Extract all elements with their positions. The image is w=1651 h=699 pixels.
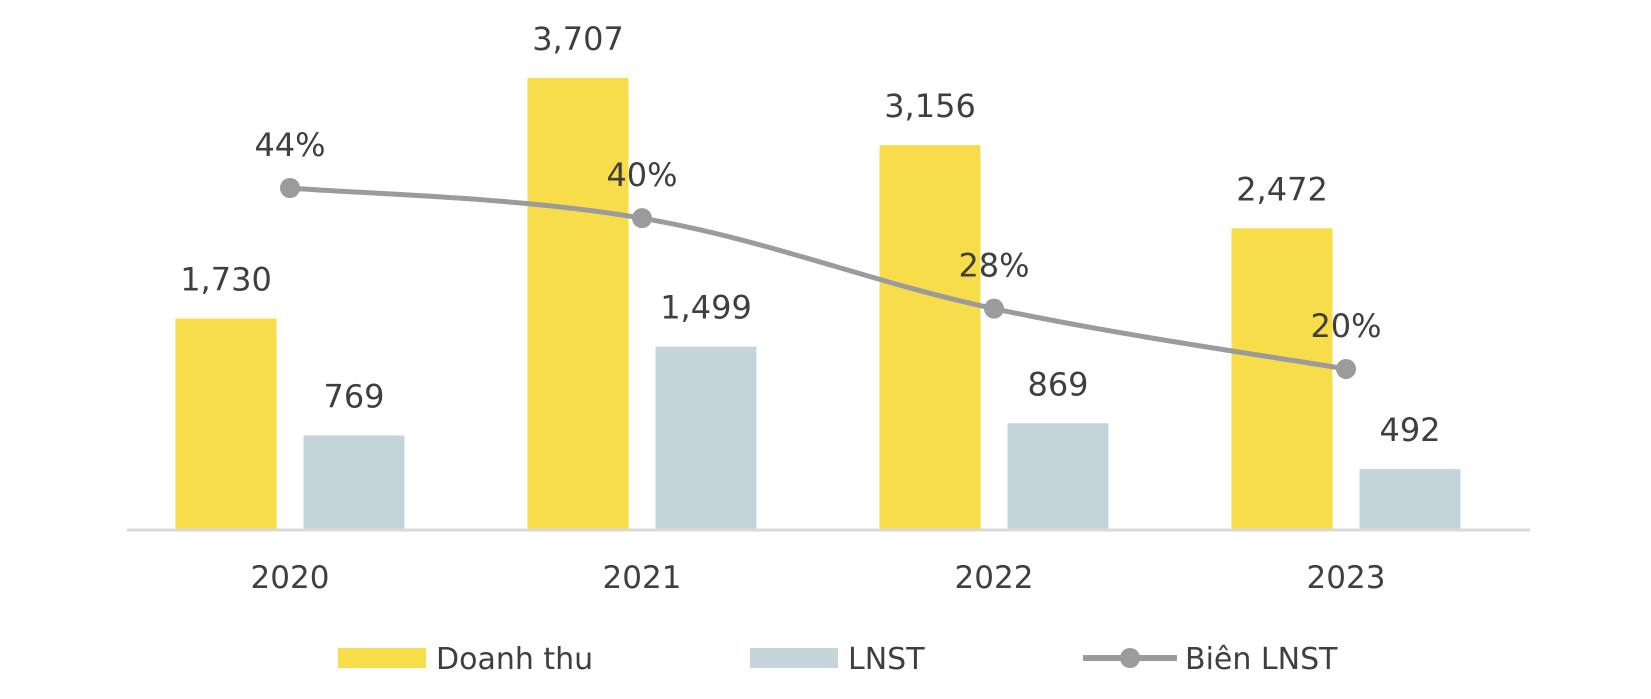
point-bien-lnst-2020 — [280, 178, 300, 198]
legend-swatch-doanh-thu — [338, 648, 426, 668]
label-bien-lnst-2021: 40% — [606, 156, 677, 194]
label-lnst-2023: 492 — [1379, 411, 1440, 449]
bar-doanh-thu-2023 — [1231, 228, 1333, 529]
point-bien-lnst-2023 — [1336, 358, 1356, 379]
point-bien-lnst-2022 — [984, 298, 1004, 319]
x-tick-2020: 2020 — [251, 560, 330, 596]
legend-label-bien-lnst: Biên LNST — [1185, 642, 1338, 677]
legend-marker-bien-lnst — [1120, 648, 1140, 668]
label-doanh-thu-2021: 3,707 — [532, 20, 624, 58]
bar-lnst-2023 — [1359, 469, 1461, 529]
bar-lnst-2022 — [1007, 423, 1109, 529]
x-tick-labels: 2020 2021 2022 2023 — [251, 560, 1386, 596]
legend-label-lnst: LNST — [848, 642, 925, 677]
label-doanh-thu-2022: 3,156 — [884, 87, 976, 125]
legend: Doanh thu LNST Biên LNST — [338, 642, 1338, 677]
bar-doanh-thu-2022 — [879, 145, 981, 529]
label-bien-lnst-2023: 20% — [1310, 307, 1381, 345]
point-bien-lnst-2021 — [632, 208, 652, 229]
label-bien-lnst-2022: 28% — [958, 247, 1029, 285]
data-labels-layer: 1,730 769 3,707 1,499 3,156 869 2,472 492 44% 40%… — [180, 20, 1440, 449]
x-tick-2022: 2022 — [955, 560, 1034, 596]
bars-layer — [175, 78, 1461, 529]
label-lnst-2020: 769 — [323, 377, 384, 415]
bar-lnst-2021 — [655, 346, 757, 529]
label-doanh-thu-2020: 1,730 — [180, 261, 272, 299]
margin-line-layer — [280, 178, 1356, 379]
bar-doanh-thu-2020 — [175, 318, 277, 529]
label-bien-lnst-2020: 44% — [254, 126, 325, 164]
bar-doanh-thu-2021 — [527, 78, 629, 529]
line-bien-lnst — [289, 185, 1347, 372]
bar-lnst-2020 — [303, 435, 405, 529]
label-lnst-2022: 869 — [1027, 365, 1088, 403]
legend-swatch-lnst — [750, 648, 838, 668]
legend-label-doanh-thu: Doanh thu — [436, 642, 593, 677]
label-lnst-2021: 1,499 — [660, 289, 752, 327]
label-doanh-thu-2023: 2,472 — [1236, 170, 1328, 208]
x-tick-2021: 2021 — [603, 560, 682, 596]
x-tick-2023: 2023 — [1307, 560, 1386, 596]
